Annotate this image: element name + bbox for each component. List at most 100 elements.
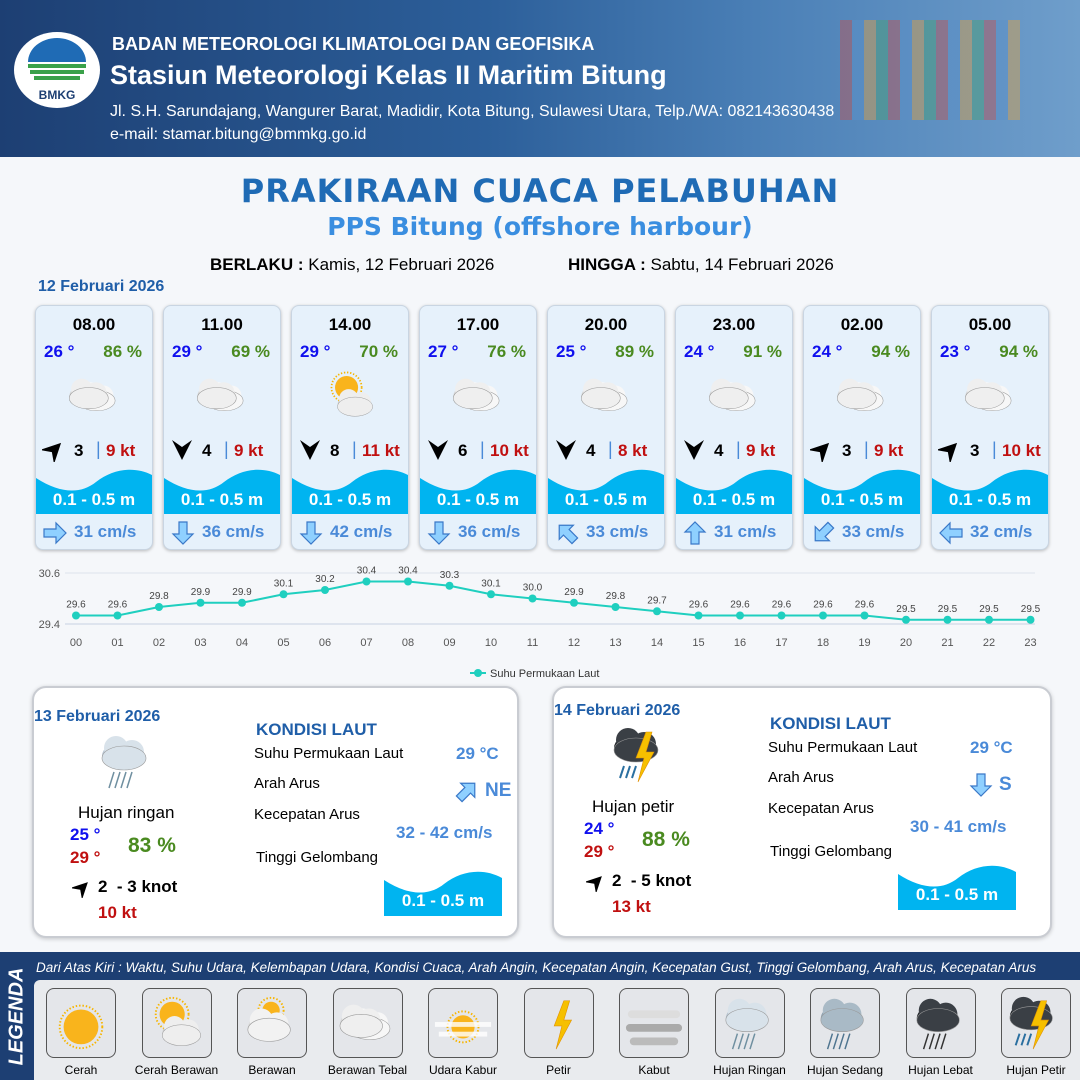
x-tick-label: 05 [277,637,289,649]
wave-graphic [676,464,792,514]
legend-label: Kabut [638,1063,670,1077]
wind-direction-icon [426,438,450,462]
gust-speed: 9 kt [106,441,136,460]
legend: LEGENDA Dari Atas Kiri : Waktu, Suhu Uda… [0,952,1080,1080]
data-label: 29.7 [647,595,667,606]
legend-label: Suhu Permukaan Laut [490,668,599,680]
legend-item-cerah [46,988,116,1058]
forecast-card: 17.00 27 ° 76 % 6 | 10 kt 0.1 - 0.5 m 36… [419,305,537,550]
sst-line [76,580,1031,621]
data-point [528,594,537,603]
data-point [819,611,827,620]
data-point [777,611,786,620]
x-tick-label: 08 [402,637,414,649]
divider: | [480,439,485,459]
wave-height: 0.1 - 0.5 m [948,490,1032,509]
time: 17.00 [456,315,500,334]
data-label: 30.4 [357,566,377,577]
data-label: 30.2 [315,574,335,585]
legend-label: Petir [546,1063,571,1077]
divider: | [608,439,613,459]
forecast-card: 05.00 23 ° 94 % 3 | 10 kt 0.1 - 0.5 m 32… [931,305,1049,550]
humidity: 70 % [359,342,398,361]
forecast-card: 20.00 25 ° 89 % 4 | 8 kt 0.1 - 0.5 m 33 … [547,305,665,550]
current-direction-icon [938,520,964,545]
wind-direction-icon [170,438,194,462]
wind-speed: 3 [842,441,852,460]
time: 02.00 [840,315,884,334]
page-subtitle: PPS Bitung (offshore harbour) [327,212,753,241]
data-point [694,611,703,620]
berawan-tebal-icon [188,368,258,423]
x-tick-label: 13 [609,637,621,649]
current-speed: 42 cm/s [330,522,393,541]
current-speed: 33 cm/s [842,522,905,541]
current-direction-icon [682,520,708,545]
data-point [902,615,910,624]
data-point [196,598,205,607]
udara-kabur-icon [429,993,497,1058]
current-direction-icon [170,520,196,545]
valid-to: HINGGA : Sabtu, 14 Februari 2026 [568,255,834,275]
data-label: 29.9 [564,587,584,598]
data-point [653,607,661,616]
x-tick-label: 06 [319,637,331,649]
legend-label: Berawan [248,1063,296,1077]
wind-direction-icon [682,438,706,462]
wave-height: 0.1 - 0.5 m [308,490,392,509]
current-speed-value: 30 - 41 cm/s [910,817,1007,836]
max-temperature: 29 ° [584,842,615,861]
wave-graphic [420,464,536,514]
x-tick-label: 00 [70,637,82,649]
max-temperature: 29 ° [70,848,101,867]
berawan-tebal-icon [828,368,898,423]
air-temperature: 27 ° [428,342,459,361]
wind-speed: 4 [586,441,596,460]
x-tick-label: 18 [817,637,829,649]
humidity: 69 % [231,342,270,361]
data-point [445,581,454,590]
data-label: 29.6 [855,600,875,611]
legend-item-hujan-ringan [714,988,785,1058]
x-tick-label: 14 [651,637,663,649]
time: 08.00 [72,315,116,334]
current-speed-label: Kecepatan Arus [768,800,874,817]
station-name: Stasiun Meteorologi Kelas II Maritim Bit… [110,60,667,90]
data-label: 29.6 [108,600,128,611]
gust-speed: 10 kt [98,903,137,922]
current-speed-value: 32 - 42 cm/s [396,823,493,842]
current-direction-label: Arah Arus [254,775,320,792]
data-point [943,615,952,624]
gust-speed: 13 kt [612,897,651,916]
data-point [860,611,869,620]
time: 23.00 [712,315,756,334]
hujan-petir-icon [606,724,676,791]
sea-condition-title: KONDISI LAUT [770,714,891,733]
wind-direction-icon [584,872,606,894]
x-tick-label: 02 [153,637,165,649]
forecast-card: 11.00 29 ° 69 % 4 | 9 kt 0.1 - 0.5 m 36 … [163,305,281,550]
wave-height: 0.1 - 0.5 m [820,490,904,509]
page-title: PRAKIRAAN CUACA PELABUHAN [240,172,840,210]
gust-speed: 8 kt [618,441,648,460]
data-point [238,598,246,607]
berawan-tebal-icon [444,368,514,423]
sst-label: Suhu Permukaan Laut [254,745,404,762]
forecast-card: 14.00 29 ° 70 % 8 | 11 kt 0.1 - 0.5 m 42… [291,305,409,550]
data-label: 30.1 [481,578,501,589]
legend-label: Hujan Lebat [908,1063,973,1077]
x-tick-label: 22 [983,637,995,649]
data-label: 29.6 [66,600,86,611]
wind-speed: 3 [970,441,980,460]
air-temperature: 24 ° [684,342,715,361]
harbour-background [840,20,1020,120]
gust-speed: 10 kt [490,441,529,460]
cerah-berawan-icon [143,993,211,1058]
day-panel-1: 13 Februari 2026 Hujan ringan 25 ° 29 ° … [32,686,519,938]
wave-graphic [548,464,664,514]
legend-title: LEGENDA [2,952,32,1080]
divider: | [992,439,997,459]
current-direction-icon [810,520,836,544]
data-point [362,577,371,586]
wave-graphic [804,464,920,514]
